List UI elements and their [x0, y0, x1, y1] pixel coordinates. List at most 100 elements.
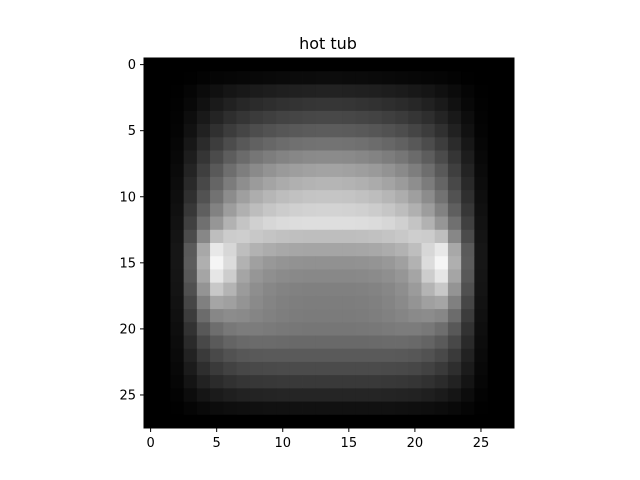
- heatmap-cell: [170, 322, 185, 336]
- heatmap-cell: [342, 401, 356, 416]
- heatmap-cell: [461, 203, 475, 217]
- heatmap-cell: [315, 203, 330, 217]
- heatmap-cell: [315, 58, 330, 72]
- heatmap-cell: [395, 203, 409, 217]
- heatmap-cell: [196, 388, 211, 402]
- heatmap-cell: [421, 190, 436, 204]
- heatmap-cell: [276, 150, 290, 165]
- heatmap-cell: [368, 137, 383, 151]
- heatmap-cell: [434, 256, 449, 270]
- heatmap-cell: [447, 203, 462, 217]
- heatmap-cell: [196, 150, 211, 165]
- heatmap-cell: [500, 176, 515, 191]
- heatmap-cell: [236, 282, 251, 297]
- heatmap-cell: [461, 295, 475, 310]
- heatmap-cell: [223, 203, 237, 217]
- heatmap-cell: [289, 282, 303, 297]
- heatmap-cell: [196, 375, 211, 389]
- heatmap-cell: [144, 322, 158, 336]
- heatmap-cell: [249, 414, 264, 429]
- heatmap-cell: [474, 401, 488, 416]
- heatmap-cell: [276, 322, 290, 336]
- heatmap-cell: [381, 150, 396, 165]
- heatmap-cell: [500, 256, 515, 270]
- heatmap-cell: [144, 216, 158, 231]
- heatmap-cell: [487, 110, 502, 125]
- heatmap-cell: [368, 176, 383, 191]
- heatmap-cell: [183, 163, 198, 178]
- heatmap-cell: [210, 256, 224, 270]
- heatmap-cell: [500, 322, 515, 336]
- heatmap-cell: [289, 256, 303, 270]
- heatmap-cell: [302, 401, 317, 416]
- heatmap-cell: [196, 203, 211, 217]
- heatmap-cell: [210, 388, 224, 402]
- heatmap-cell: [368, 335, 383, 350]
- heatmap-cell: [355, 348, 370, 363]
- heatmap-cell: [487, 176, 502, 191]
- heatmap-cell: [500, 348, 515, 363]
- heatmap-cell: [196, 163, 211, 178]
- heatmap-cell: [289, 137, 303, 151]
- heatmap-cell: [170, 348, 185, 363]
- heatmap-cell: [170, 375, 185, 389]
- heatmap-cell: [447, 322, 462, 336]
- heatmap-cell: [144, 256, 158, 270]
- x-tick-label: 10: [274, 436, 291, 451]
- heatmap-cell: [395, 216, 409, 231]
- heatmap-cell: [196, 110, 211, 125]
- heatmap-cell: [183, 203, 198, 217]
- heatmap-cell: [329, 335, 343, 350]
- heatmap-cell: [144, 97, 158, 112]
- heatmap-cell: [329, 176, 343, 191]
- heatmap-cell: [355, 71, 370, 85]
- heatmap-cell: [210, 295, 224, 310]
- heatmap-cell: [302, 124, 317, 138]
- heatmap-cell: [223, 335, 237, 350]
- heatmap-cell: [474, 176, 488, 191]
- heatmap-cell: [183, 58, 198, 72]
- heatmap-cell: [289, 401, 303, 416]
- heatmap-cell: [421, 58, 436, 72]
- heatmap-cell: [434, 150, 449, 165]
- heatmap-cell: [355, 58, 370, 72]
- heatmap-cell: [170, 361, 185, 376]
- heatmap-cell: [500, 269, 515, 284]
- heatmap-cell: [434, 361, 449, 376]
- heatmap-cell: [368, 84, 383, 99]
- heatmap-cell: [487, 269, 502, 284]
- heatmap-cell: [196, 216, 211, 231]
- heatmap-cell: [262, 229, 277, 244]
- heatmap-cell: [210, 375, 224, 389]
- heatmap-cell: [249, 256, 264, 270]
- heatmap-cell: [249, 190, 264, 204]
- heatmap-cell: [144, 84, 158, 99]
- heatmap-cell: [157, 58, 171, 72]
- heatmap-cell: [249, 388, 264, 402]
- heatmap-cell: [249, 150, 264, 165]
- heatmap-cell: [302, 229, 317, 244]
- heatmap-cell: [474, 150, 488, 165]
- heatmap-cell: [421, 150, 436, 165]
- heatmap-cell: [210, 348, 224, 363]
- heatmap-cell: [210, 203, 224, 217]
- heatmap-cell: [487, 414, 502, 429]
- heatmap-cell: [170, 97, 185, 112]
- heatmap-cell: [487, 309, 502, 323]
- heatmap-cell: [461, 414, 475, 429]
- heatmap-cell: [461, 137, 475, 151]
- heatmap-cell: [408, 190, 422, 204]
- heatmap-cell: [368, 282, 383, 297]
- heatmap-cell: [434, 414, 449, 429]
- heatmap-cell: [262, 348, 277, 363]
- heatmap-cell: [315, 150, 330, 165]
- heatmap-cell: [342, 71, 356, 85]
- heatmap-cell: [329, 256, 343, 270]
- heatmap-cell: [355, 163, 370, 178]
- heatmap-cell: [408, 335, 422, 350]
- heatmap-cell: [421, 243, 436, 257]
- heatmap-cell: [183, 243, 198, 257]
- heatmap-cell: [421, 335, 436, 350]
- heatmap-cell: [368, 295, 383, 310]
- heatmap-cell: [144, 150, 158, 165]
